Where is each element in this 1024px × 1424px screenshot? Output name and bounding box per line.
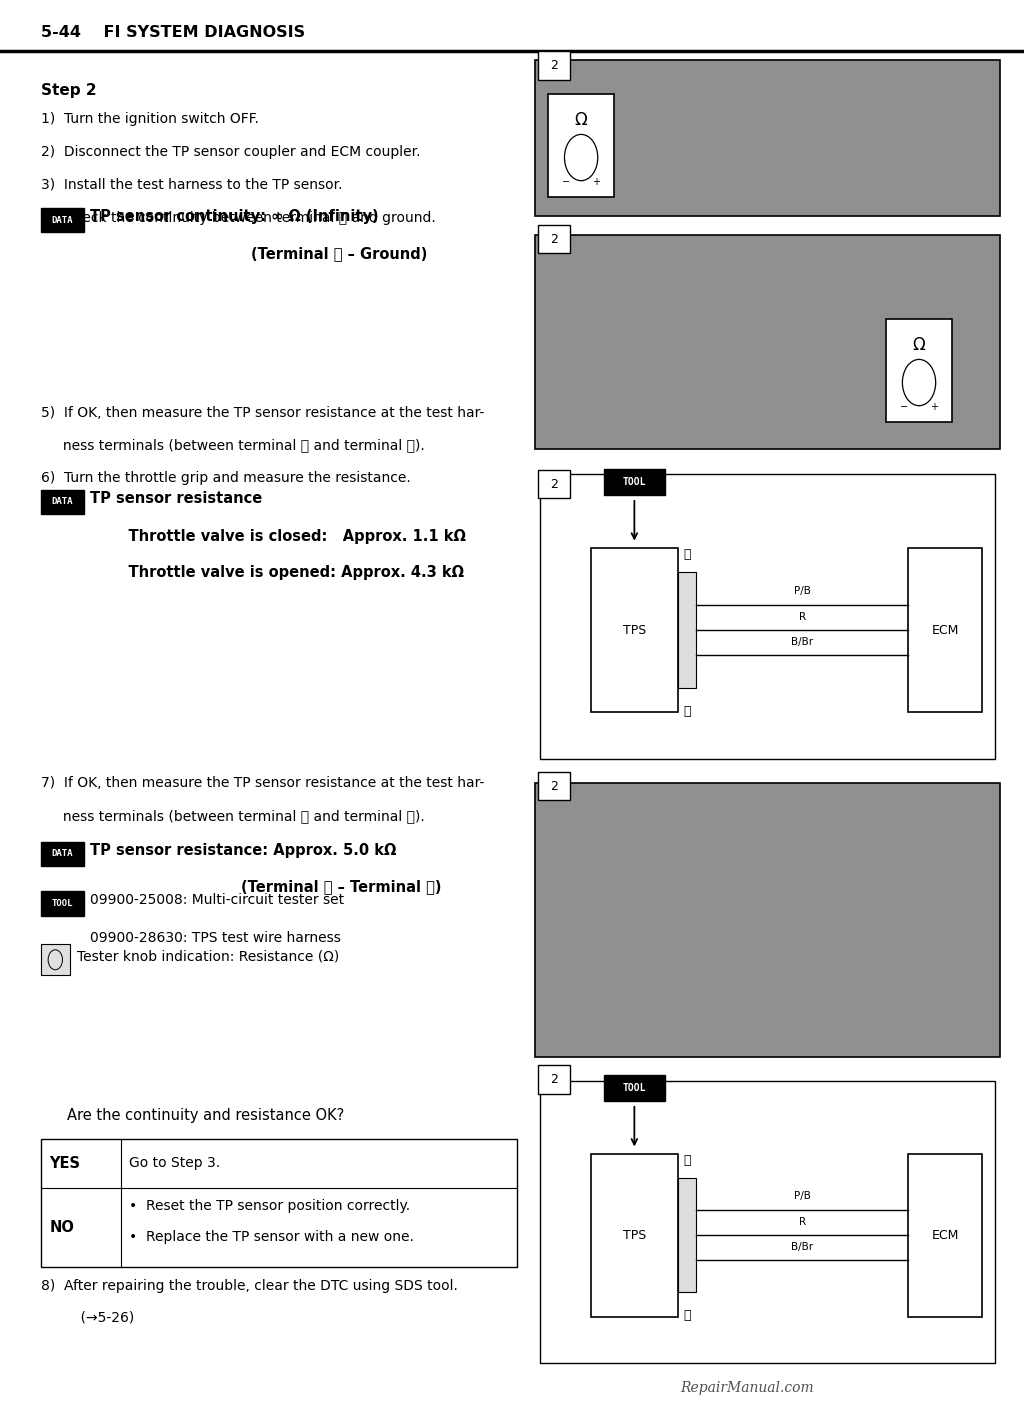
Text: 2: 2 [550, 232, 558, 246]
Text: 7)  If OK, then measure the TP sensor resistance at the test har-: 7) If OK, then measure the TP sensor res… [41, 776, 484, 790]
Bar [538, 772, 570, 800]
Bar [604, 1075, 666, 1101]
Text: 2)  Disconnect the TP sensor coupler and ECM coupler.: 2) Disconnect the TP sensor coupler and … [41, 145, 421, 159]
Text: 3)  Install the test harness to the TP sensor.: 3) Install the test harness to the TP se… [41, 178, 342, 192]
Text: DATA: DATA [52, 215, 73, 225]
Bar [591, 548, 678, 712]
Text: −: − [900, 402, 908, 412]
Bar [538, 51, 570, 80]
Text: Ω: Ω [574, 111, 588, 128]
Text: Ⓓ: Ⓓ [683, 1309, 691, 1323]
Bar [535, 235, 1000, 449]
Text: NO: NO [49, 1220, 74, 1235]
Text: 09900-28630: TPS test wire harness: 09900-28630: TPS test wire harness [90, 931, 341, 946]
Text: •  Reset the TP sensor position correctly.: • Reset the TP sensor position correctly… [129, 1199, 411, 1213]
Text: 6)  Turn the throttle grip and measure the resistance.: 6) Turn the throttle grip and measure th… [41, 471, 411, 486]
Text: ness terminals (between terminal Ⓒ and terminal Ⓓ).: ness terminals (between terminal Ⓒ and t… [41, 809, 425, 823]
Text: +: + [930, 402, 938, 412]
Text: Ⓒ: Ⓒ [683, 1153, 691, 1166]
Bar [908, 1153, 982, 1317]
Text: RepairManual.com: RepairManual.com [681, 1381, 814, 1396]
Text: R: R [799, 1216, 806, 1226]
Bar [41, 208, 84, 232]
Text: Ω: Ω [912, 336, 926, 353]
Text: Are the continuity and resistance OK?: Are the continuity and resistance OK? [67, 1108, 344, 1124]
Text: B/Br: B/Br [792, 1242, 813, 1252]
Text: 2: 2 [550, 779, 558, 793]
Bar [678, 572, 696, 688]
Text: +: + [592, 177, 600, 187]
Text: (→5-26): (→5-26) [63, 1310, 135, 1324]
Bar [886, 319, 952, 422]
Text: −: − [562, 177, 570, 187]
Text: B/Br: B/Br [792, 637, 813, 646]
Bar [540, 1081, 995, 1363]
Text: 5)  If OK, then measure the TP sensor resistance at the test har-: 5) If OK, then measure the TP sensor res… [41, 406, 484, 420]
Bar [41, 944, 70, 975]
Bar [41, 842, 84, 866]
Text: ness terminals (between terminal Ⓐ and terminal Ⓑ).: ness terminals (between terminal Ⓐ and t… [41, 439, 425, 453]
Text: Throttle valve is closed:   Approx. 1.1 kΩ: Throttle valve is closed: Approx. 1.1 kΩ [108, 530, 465, 544]
Bar [678, 1178, 696, 1292]
Text: 5-44    FI SYSTEM DIAGNOSIS: 5-44 FI SYSTEM DIAGNOSIS [41, 26, 305, 40]
Text: TPS: TPS [623, 1229, 646, 1242]
Text: 8)  After repairing the trouble, clear the DTC using SDS tool.: 8) After repairing the trouble, clear th… [41, 1279, 458, 1293]
Text: Ⓐ: Ⓐ [683, 548, 691, 561]
Text: TP sensor resistance: Approx. 5.0 kΩ: TP sensor resistance: Approx. 5.0 kΩ [90, 843, 396, 857]
Bar [538, 1065, 570, 1094]
Bar [540, 474, 995, 759]
Text: TOOL: TOOL [623, 1084, 646, 1094]
Text: 1)  Turn the ignition switch OFF.: 1) Turn the ignition switch OFF. [41, 112, 259, 127]
Text: Ⓑ: Ⓑ [683, 705, 691, 718]
Bar [41, 490, 84, 514]
Text: 4)  Check the continuity between terminal Ⓐ and ground.: 4) Check the continuity between terminal… [41, 211, 435, 225]
Text: 2: 2 [550, 477, 558, 491]
Text: 09900-25008: Multi-circuit tester set: 09900-25008: Multi-circuit tester set [90, 893, 344, 907]
Bar [591, 1153, 678, 1317]
Text: 2: 2 [550, 1072, 558, 1087]
Text: ECM: ECM [932, 624, 958, 637]
Text: (Terminal Ⓐ – Ground): (Terminal Ⓐ – Ground) [251, 246, 427, 261]
Text: DATA: DATA [52, 497, 73, 507]
Text: 2: 2 [550, 58, 558, 73]
Text: Step 2: Step 2 [41, 83, 96, 98]
Bar [604, 470, 666, 496]
Text: TPS: TPS [623, 624, 646, 637]
Text: (Terminal Ⓒ – Terminal Ⓓ): (Terminal Ⓒ – Terminal Ⓓ) [241, 880, 441, 894]
Bar [908, 548, 982, 712]
Text: YES: YES [49, 1156, 80, 1171]
Text: ECM: ECM [932, 1229, 958, 1242]
Bar [535, 783, 1000, 1057]
Text: TOOL: TOOL [52, 899, 73, 909]
Text: DATA: DATA [52, 849, 73, 859]
Text: P/B: P/B [794, 1192, 811, 1202]
Bar [538, 470, 570, 498]
Bar [535, 60, 1000, 216]
Bar [548, 94, 614, 197]
Text: Tester knob indication: Resistance (Ω): Tester knob indication: Resistance (Ω) [77, 950, 339, 964]
Bar [41, 1139, 517, 1267]
Text: •  Replace the TP sensor with a new one.: • Replace the TP sensor with a new one. [129, 1230, 414, 1245]
Bar [41, 891, 84, 916]
Text: TP sensor resistance: TP sensor resistance [90, 491, 262, 506]
Text: TP sensor continuity: ∞ Ω (Infinity): TP sensor continuity: ∞ Ω (Infinity) [90, 209, 379, 224]
Text: P/B: P/B [794, 587, 811, 597]
Bar [538, 225, 570, 253]
Text: R: R [799, 611, 806, 621]
Text: Throttle valve is opened: Approx. 4.3 kΩ: Throttle valve is opened: Approx. 4.3 kΩ [108, 565, 464, 580]
Text: Go to Step 3.: Go to Step 3. [129, 1156, 220, 1171]
Text: TOOL: TOOL [623, 477, 646, 487]
